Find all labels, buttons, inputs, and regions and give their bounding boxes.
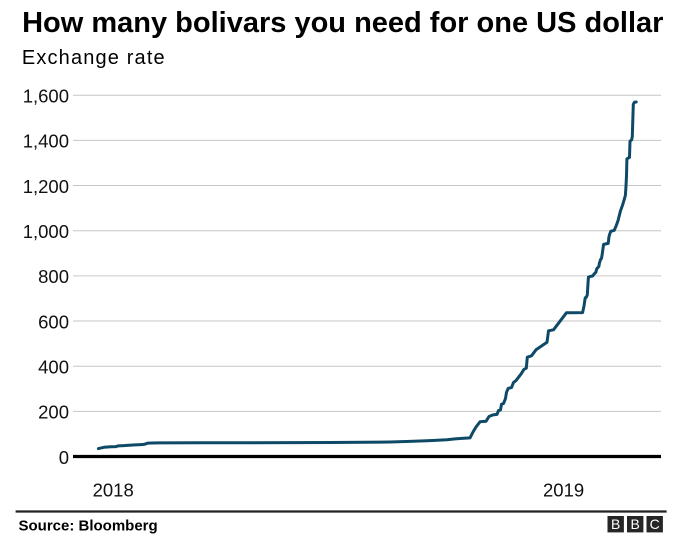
svg-text:1,200: 1,200 — [23, 176, 69, 197]
svg-text:B: B — [611, 516, 620, 532]
svg-text:C: C — [650, 516, 660, 532]
svg-text:How many bolivars you need for: How many bolivars you need for one US do… — [22, 7, 663, 39]
svg-text:1,600: 1,600 — [23, 86, 69, 107]
svg-text:200: 200 — [38, 402, 69, 423]
svg-text:2018: 2018 — [93, 479, 134, 500]
svg-text:0: 0 — [59, 447, 69, 468]
svg-text:600: 600 — [38, 311, 69, 332]
svg-text:400: 400 — [38, 357, 69, 378]
svg-text:2019: 2019 — [543, 479, 584, 500]
svg-text:Exchange rate: Exchange rate — [22, 47, 166, 69]
svg-text:1,000: 1,000 — [23, 221, 69, 242]
svg-text:800: 800 — [38, 266, 69, 287]
svg-text:Source: Bloomberg: Source: Bloomberg — [19, 518, 158, 535]
svg-text:1,400: 1,400 — [23, 131, 69, 152]
svg-text:B: B — [631, 516, 640, 532]
